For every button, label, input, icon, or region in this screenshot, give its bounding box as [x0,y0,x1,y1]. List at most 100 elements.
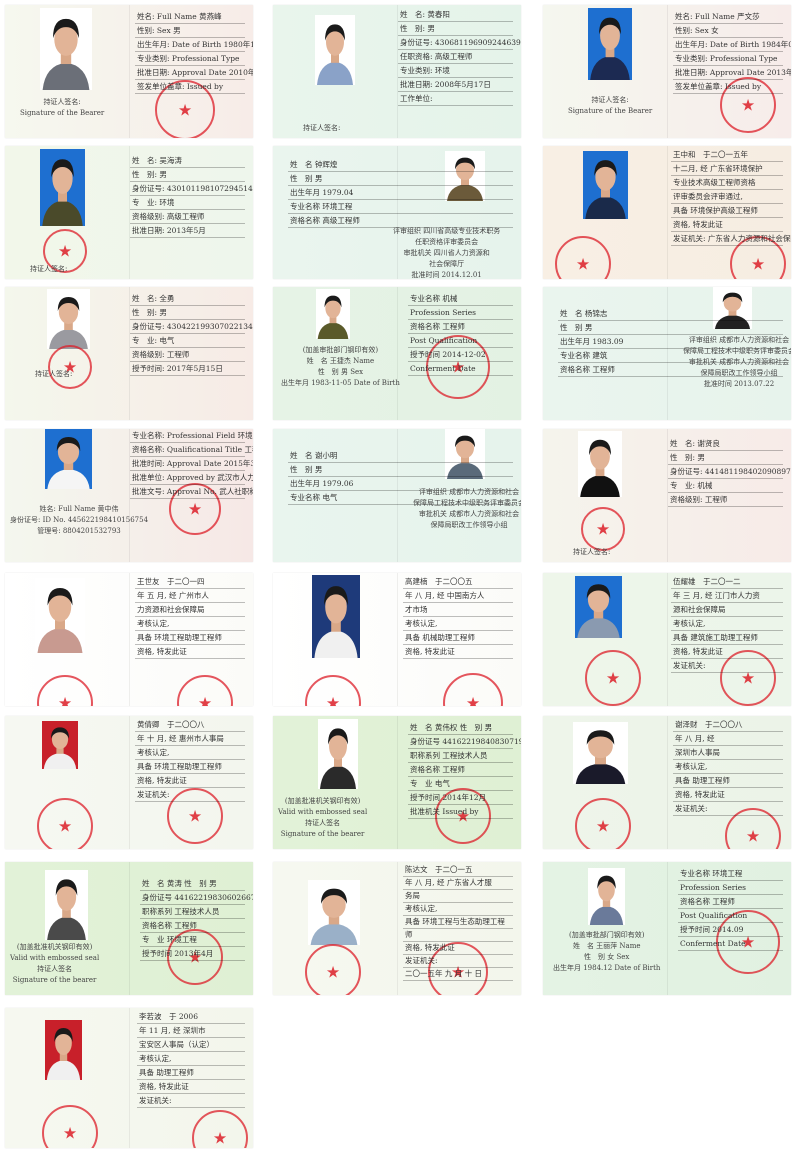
person-portrait-icon [714,292,751,329]
certificate-fields: 姓 名: 谢贤良性 别: 男身份证号: 441481198402090897 专 … [668,437,791,507]
page-fold [397,862,398,995]
id-photo [578,431,622,497]
certificate-field: 源和社会保障局 [671,603,783,617]
certificate-field: 出生年月 1979.06 [288,477,513,491]
person-portrait-icon [447,157,483,201]
official-seal-stamp [37,675,93,706]
official-seal-stamp [42,1105,98,1148]
certificate-card[interactable]: 姓 名: 黄春阳性 别: 男身份证号: 430681196909244639 任职… [273,5,521,138]
person-portrait-icon [585,160,626,219]
certificate-field: 姓 名 黄伟权 性 别 男 [408,721,513,735]
certificate-field: 具备 建筑施工助理工程师 [671,631,783,645]
person-portrait-icon [317,24,353,85]
certificate-field: Profession Series [408,306,513,320]
side-text-line: 保障局工程技术中级职务评审委员会 [413,499,521,507]
certificate-field: 性别: Sex 男 [135,24,245,38]
certificate-card[interactable]: 姓 名 钟辉煌性 别 男出生年月 1979.04 专业名称 环境工程 资格名称 高级… [273,146,521,279]
certificate-field: 资格名称 高级工程师 [288,214,513,228]
certificate-field: 资格级别: 高级工程师 [130,210,245,224]
certificate-field: 专业类别: Professional Type [673,52,783,66]
certificate-field: 资格, 特发此证 [403,942,513,955]
certificate-field: 姓 名: 吴海涛 [130,154,245,168]
id-photo [45,1020,82,1080]
page-fold [129,862,130,995]
person-portrait-icon [49,297,88,349]
certificate-field: 资格名称: Qualificational Title 工程师 [130,443,253,457]
certificate-field: 具备 助理工程师 [137,1066,245,1080]
id-photo [315,15,355,85]
certificate-field: 资格, 特发此证 [135,645,245,659]
id-photo [40,8,92,90]
certificate-field: 资格名称 工程师 [558,363,783,377]
certificate-field: 年 十 月, 经 惠州市人事局 [135,732,245,746]
person-portrait-icon [47,879,86,940]
certificate-field: 签发单位盖章: Issued by [135,80,245,94]
id-photo [588,868,625,925]
certificate-field: Post Qualification [408,334,513,348]
certificate-fields: 伍耀雄 于二〇一二年 三 月, 经 江门市人力资 源和社会保障局 考核认定, 具备 建… [671,575,783,673]
certificate-fields: 姓 名 黄伟权 性 别 男身份证号 441622198408307196 职称系列… [408,721,521,819]
official-seal-stamp [730,236,786,279]
certificate-field: Conferment Date [678,937,783,951]
official-seal-stamp [720,650,776,706]
certificate-field: 姓 名 杨锦志 [558,307,783,321]
official-seal-stamp [305,944,361,995]
certificate-fields: 姓 名 谢小明性 别 男出生年月 1979.06 专业名称 电气 [288,449,513,505]
certificate-side-text: 持证人签名: Signature of the Bearer [20,97,104,119]
certificate-field: 评审委员会评审通过, [671,190,783,204]
person-portrait-icon [590,17,630,80]
certificate-side-text: 持证人签名: Signature of the Bearer [568,95,652,117]
id-photo [308,880,360,945]
certificate-fields: 姓 名 黄涛 性 别 男身份证号 441622198306026677 职称系列 … [140,877,253,961]
side-text-line: 保障局工程技术中级职务评审委员会 [683,347,791,355]
certificate-card[interactable]: 姓 名 谢小明性 别 男出生年月 1979.06 专业名称 电气 评审组织 成都市人… [273,429,521,562]
side-text-line: 批准时间 2014.12.01 [411,271,482,279]
id-photo [35,578,85,653]
certificate-field: 出生年月 1983.09 [558,335,783,349]
certificate-field: 专业名称 机械 [408,292,513,306]
certificate-field: 性 别 男 [288,463,513,477]
certificate-fields: 李若波 于 2006 年 11 月, 经 深圳市 宝安区人事局（认定） 考核认定, 具备… [137,1010,245,1108]
id-photo [445,429,485,479]
certificate-field: 批准日期: 2013年5月 [130,224,245,238]
certificate-field: 出生年月: Date of Birth 1984年07月 [673,38,791,52]
side-text-line: (加盖批准机关钢印有效) [16,943,93,951]
official-seal-stamp [443,673,503,706]
certificate-field: 资格名称 工程师 [678,895,783,909]
certificate-card[interactable]: 姓 名 杨锦志性 别 男出生年月 1983.09 专业名称 建筑 资格名称 工程师评… [543,287,791,420]
id-photo [588,8,632,80]
side-text-line: 持证人签名: [591,96,629,104]
certificate-side-text: 持证人签名: [30,264,67,275]
side-text-line: 评审组织 成都市人力资源和社会 [418,488,520,496]
person-portrait-icon [42,18,90,90]
page-fold [129,5,130,138]
page-fold [129,287,130,420]
side-text-line: 性 别 男 Sex [317,368,364,376]
person-portrait-icon [314,586,358,658]
official-seal-stamp [167,929,223,985]
certificate-field: 身份证号 441622198408307196 [408,735,521,749]
certificate-field: 资格名称 工程师 [408,320,513,334]
certificate-field: 性 别 男 [288,172,513,186]
certificate-field: 专 业: 机械 [668,479,783,493]
certificate-field: 王中和 于二〇一五年 [671,148,783,162]
page-fold [667,5,668,138]
